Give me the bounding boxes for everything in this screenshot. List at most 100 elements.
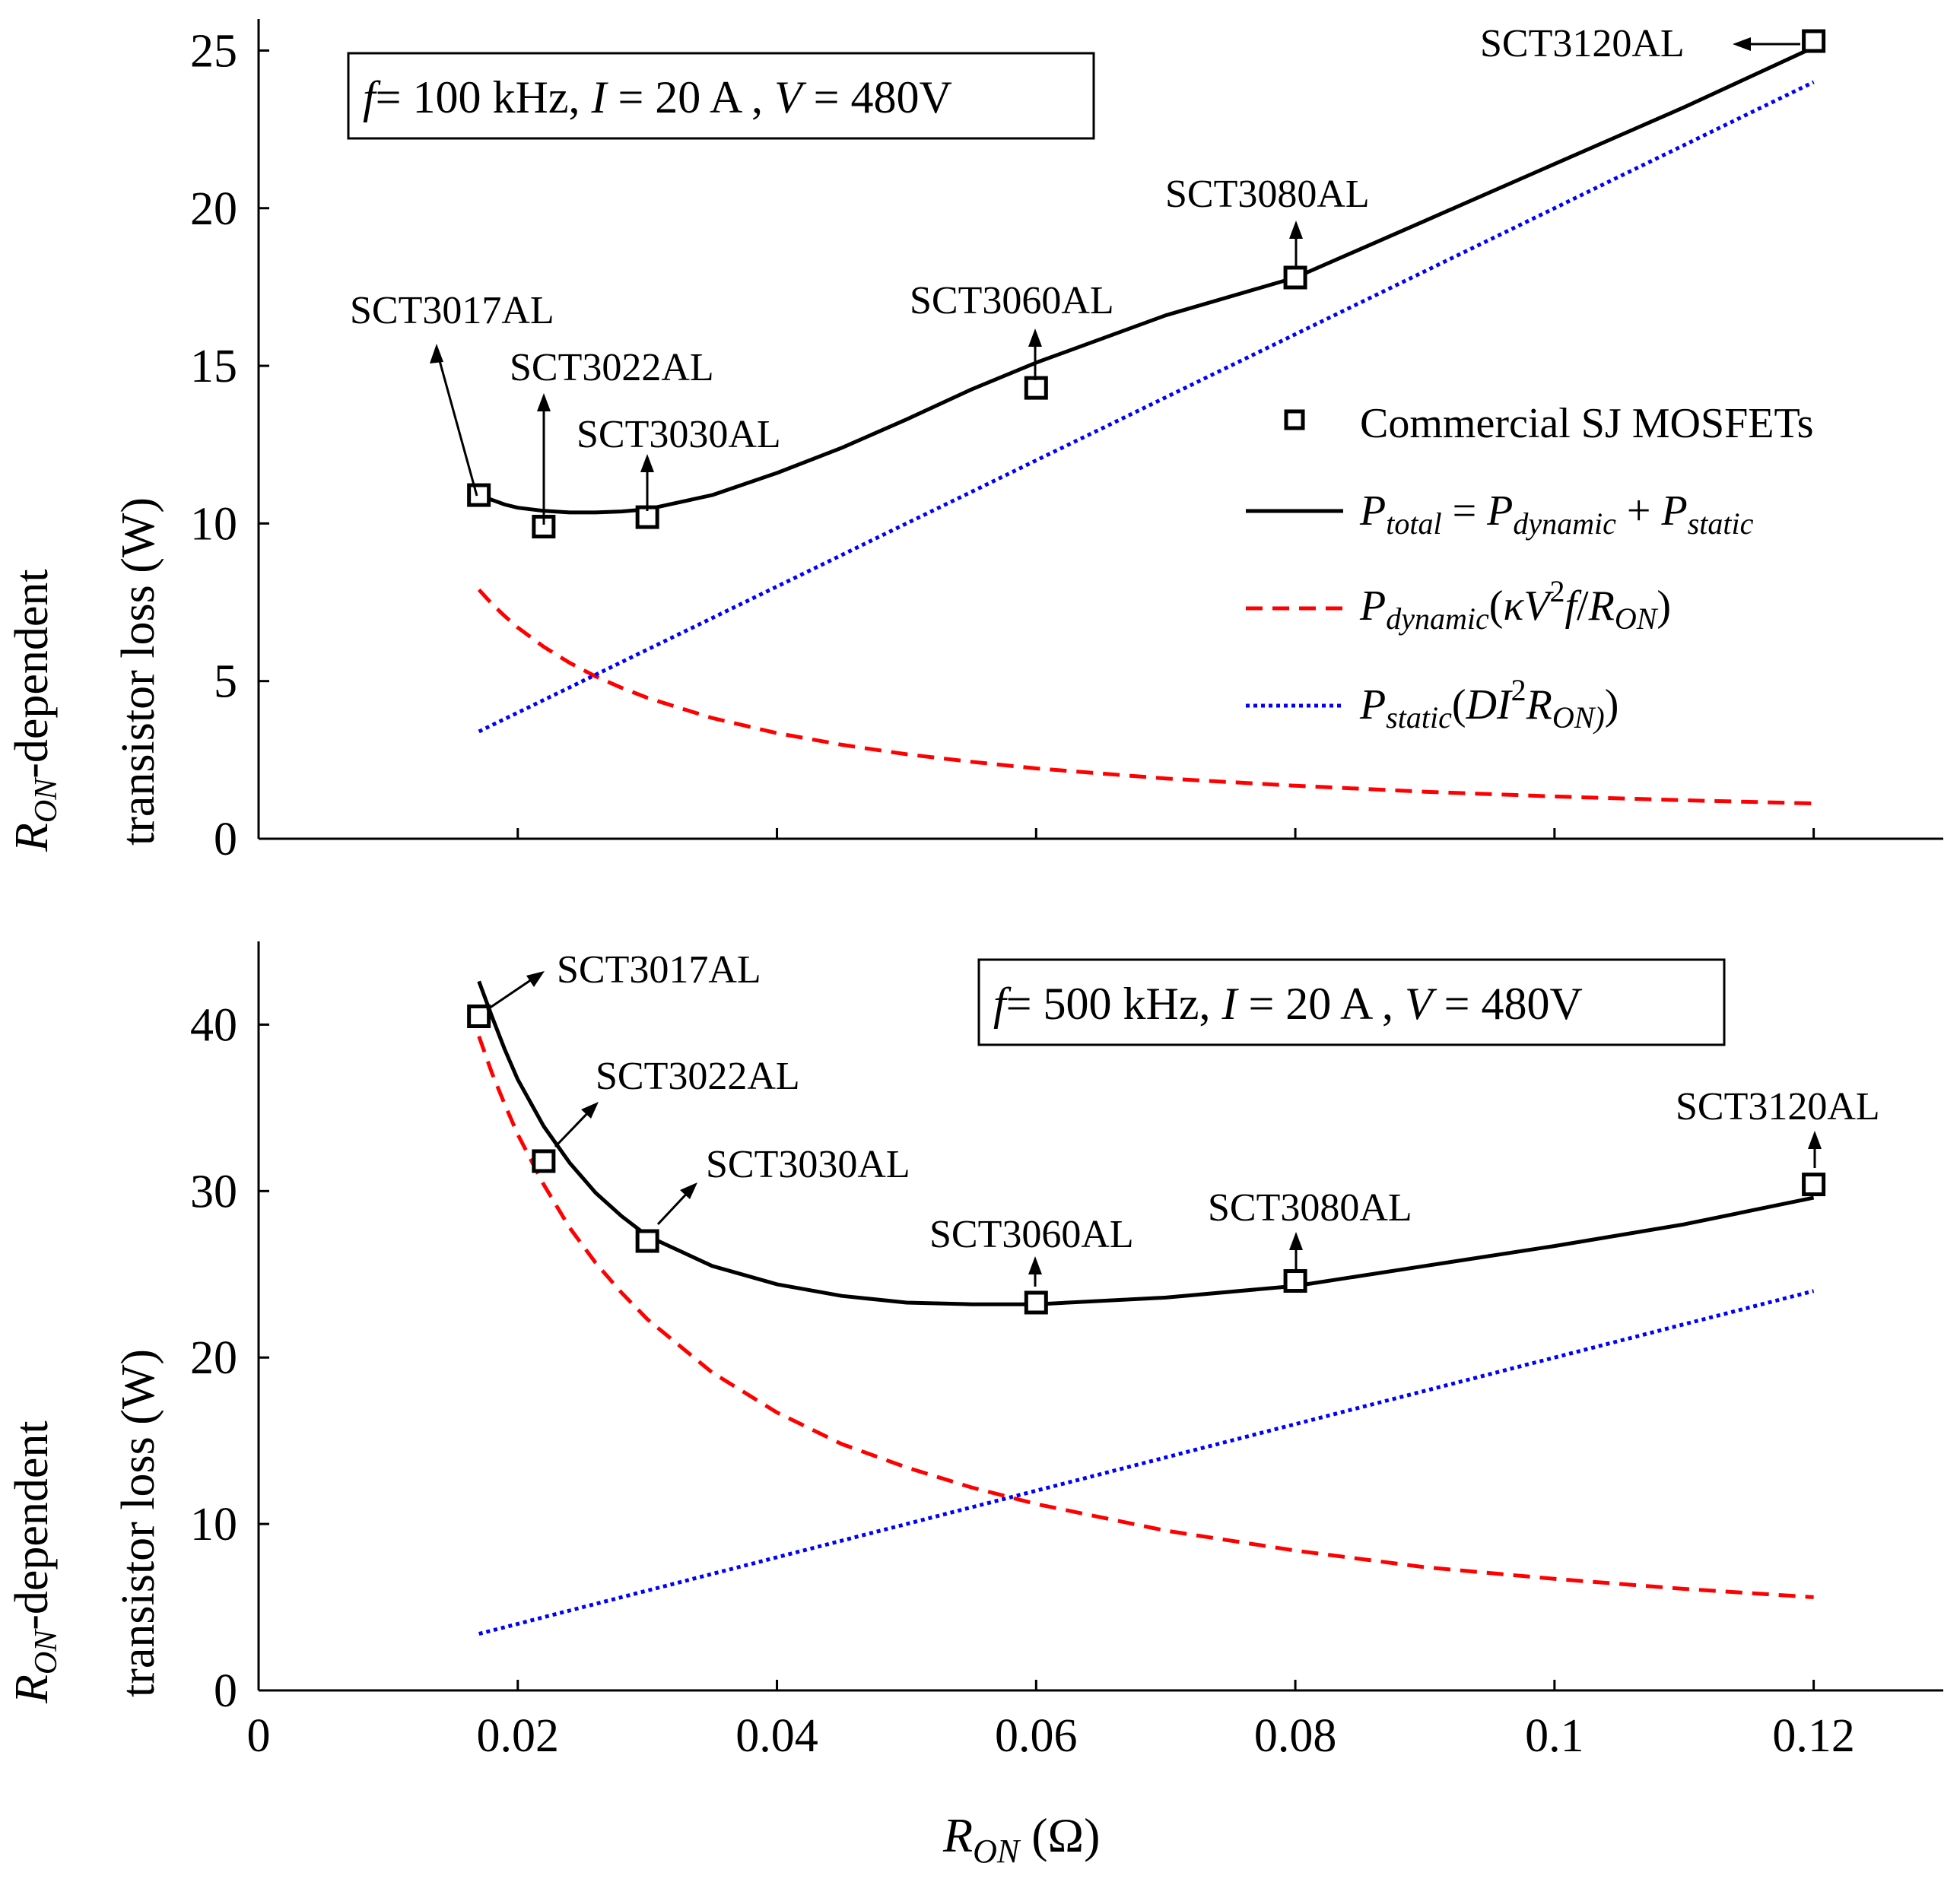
top-series-total: [478, 46, 1815, 515]
label-sct3120-bottom: SCT3120AL: [1676, 1085, 1880, 1128]
bottom-markers: [467, 1005, 1826, 1315]
top-y-axis-label: RON-dependent transistor loss (W): [6, 497, 164, 852]
xlabel-sub: ON: [973, 1833, 1021, 1870]
label-sct3030-top: SCT3030AL: [577, 413, 781, 456]
top-series: [477, 46, 1815, 806]
label-sct3017-bottom: SCT3017AL: [557, 948, 761, 992]
ylabel-rest: -dependent: [6, 569, 58, 778]
arrow-head-sct3060-bottom: [1028, 1256, 1042, 1274]
bottom-series: [477, 980, 1815, 1636]
bottom-y-ticks: 0 10 20 30 40: [190, 999, 269, 1717]
label-sct3080-bottom: SCT3080AL: [1208, 1186, 1412, 1230]
bottom-marker-sct3060al: [1024, 1290, 1048, 1315]
legend-sta-open: (: [1452, 681, 1466, 728]
legend-label-markers: Commercial SJ MOSFETs: [1360, 400, 1814, 447]
bottom-xtick-label: 0.06: [995, 1710, 1078, 1762]
top-ytick-label: 10: [190, 498, 237, 550]
cond-i-val: = 20 A ,: [606, 72, 774, 122]
ylabel-line2-bottom: transistor loss (W): [113, 1349, 164, 1697]
cond-i: I: [590, 72, 608, 122]
arrow-head-sct3080-bottom: [1289, 1232, 1303, 1250]
label-sct3120-top: SCT3120AL: [1480, 22, 1685, 65]
bottom-marker-sct3080al: [1283, 1269, 1307, 1293]
legend-label-static: Pstatic(DI2RON)): [1359, 673, 1619, 735]
bottom-xtick-label: 0.02: [477, 1710, 560, 1762]
legend-total-plus: +: [1616, 487, 1662, 535]
bottom-marker-sct3120al: [1802, 1173, 1826, 1197]
bottom-conditions-box: f= 500 kHz, I = 20 A , V = 480V: [977, 958, 1726, 1046]
legend: Commercial SJ MOSFETs Ptotal = Pdynamic …: [1246, 400, 1814, 735]
legend-total-eq: =: [1442, 487, 1488, 535]
top-marker-sct3080al: [1283, 265, 1307, 290]
top-marker-sct3060al: [1024, 376, 1048, 400]
top-panel: RON-dependent transistor loss (W) 051015…: [6, 19, 1943, 865]
legend-sta-sub: static: [1386, 700, 1452, 735]
arrow-head-sct3120-top: [1733, 37, 1751, 51]
ylabel-rest-bottom: -dependent: [6, 1420, 58, 1630]
top-annotation-labels: SCT3017AL SCT3022AL SCT3030AL SCT3060AL …: [350, 22, 1685, 456]
arrow-line-sct3017-top: [435, 349, 478, 497]
arrow-head-sct3017-bottom: [526, 971, 545, 987]
label-sct3017-top: SCT3017AL: [350, 289, 554, 332]
legend-sta-close: ): [1605, 681, 1619, 728]
top-annotations: [430, 37, 1800, 525]
bottom-series-total: [477, 980, 1815, 1306]
cond-v-val-bottom: = 480V: [1433, 979, 1583, 1029]
top-axes: [257, 19, 1943, 840]
bottom-marker-sct3030al: [635, 1229, 659, 1253]
arrow-head-sct3080-top: [1289, 221, 1303, 239]
cond-v-bottom: V: [1405, 979, 1437, 1029]
legend-total-p: P: [1359, 487, 1386, 535]
arrow-head-sct3060-top: [1028, 329, 1042, 347]
legend-sta-rsub: ON): [1552, 700, 1605, 735]
legend-total-p2: P: [1486, 487, 1513, 535]
bottom-x-ticks: 0 0.02 0.04 0.06 0.08 0.1 0.12: [247, 1680, 1855, 1762]
top-marker-sct3017al: [467, 483, 491, 507]
arrow-head-sct3030-top: [640, 454, 654, 472]
arrow-head-sct3120-bottom: [1808, 1131, 1822, 1149]
bottom-xtick-label: 0: [247, 1710, 271, 1762]
svg-text:f= 100 kHz, I = 20 A , V = 480: f= 100 kHz, I = 20 A , V = 480V: [363, 72, 952, 122]
top-marker-sct3120al: [1802, 29, 1826, 53]
bottom-marker-sct3022al: [532, 1149, 556, 1173]
cond-v-val: = 480V: [802, 72, 952, 122]
bottom-axes: [257, 941, 1943, 1692]
bottom-xtick-label: 0.12: [1772, 1710, 1855, 1762]
x-axis-label: RON (Ω): [942, 1808, 1100, 1870]
cond-v: V: [774, 72, 807, 122]
top-ytick-label: 20: [190, 183, 237, 235]
bottom-series-dynamic: [477, 1035, 1814, 1599]
cond-f-val: = 100 kHz,: [376, 72, 592, 122]
cond-f-val-bottom: = 500 kHz,: [1006, 979, 1222, 1029]
legend-total-sub3: static: [1688, 506, 1754, 541]
bottom-ytick-label: 40: [190, 999, 237, 1051]
top-conditions-frame: [347, 52, 1095, 140]
cond-i-bottom: I: [1221, 979, 1239, 1029]
bottom-conditions-frame: [977, 958, 1726, 1046]
arrow-head-sct3022-top: [537, 393, 551, 411]
legend-total-p3: P: [1660, 487, 1687, 535]
bottom-ytick-label: 10: [190, 1499, 237, 1550]
cond-i-val-bottom: = 20 A ,: [1237, 979, 1405, 1029]
svg-text:RON-dependent: RON-dependent: [6, 1420, 64, 1704]
legend-sta-p: P: [1359, 681, 1386, 728]
legend-dyn-rsub: ON: [1615, 601, 1659, 636]
legend-total-sub2: dynamic: [1513, 506, 1616, 541]
bottom-panel: RON-dependent transistor loss (W) 010203…: [6, 941, 1943, 1870]
svg-text:RON-dependent: RON-dependent: [6, 569, 64, 852]
label-sct3022-bottom: SCT3022AL: [596, 1055, 800, 1098]
top-x-ticks: [257, 828, 1815, 839]
legend-dyn-slash: /: [1577, 582, 1589, 630]
legend-dyn-close: ): [1657, 582, 1671, 630]
top-series-dynamic: [477, 588, 1814, 806]
bottom-series-static: [478, 1289, 1815, 1636]
label-sct3060-top: SCT3060AL: [910, 279, 1114, 322]
label-sct3022-top: SCT3022AL: [510, 346, 714, 389]
legend-dyn-sup: 2: [1549, 574, 1565, 608]
top-conditions-box: f= 100 kHz, I = 20 A , V = 480V: [347, 52, 1095, 140]
legend-sta-sup: 2: [1511, 673, 1526, 707]
svg-text:f= 500 kHz, I = 20 A , V = 480: f= 500 kHz, I = 20 A , V = 480V: [993, 979, 1583, 1029]
legend-dyn-kappa: κV: [1503, 582, 1554, 630]
ylabel-sub: ON: [29, 777, 64, 823]
